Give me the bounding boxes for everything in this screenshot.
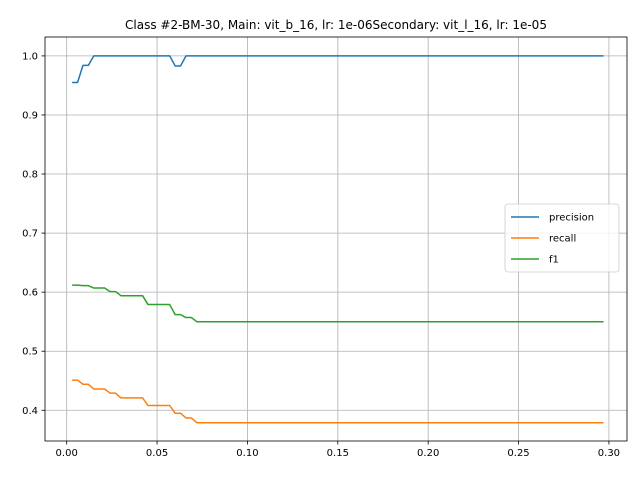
axis-ticks: 0.00 0.05 0.10 0.15 0.20 0.25 0.30 0.4 0.5 0.6 0.7… xyxy=(22,51,620,459)
x-tick-label: 0.10 xyxy=(236,448,258,459)
chart-title: Class #2-BM-30, Main: vit_b_16, lr: 1e-0… xyxy=(125,18,547,32)
x-tick-label: 0.20 xyxy=(417,448,439,459)
y-tick-label: 0.8 xyxy=(22,170,38,181)
x-tick-label: 0.05 xyxy=(146,448,168,459)
legend-box xyxy=(504,203,620,273)
legend-label-recall: recall xyxy=(549,234,576,245)
legend-label-f1: f1 xyxy=(549,255,559,266)
legend: precision recall f1 xyxy=(504,203,620,273)
series-line-f1 xyxy=(72,284,604,323)
y-tick-label: 0.4 xyxy=(22,406,38,417)
series-lines xyxy=(72,55,604,424)
x-tick-label: 0.15 xyxy=(327,448,349,459)
x-tick-label: 0.30 xyxy=(598,448,620,459)
plot-frame xyxy=(44,36,628,442)
series-line-recall xyxy=(72,379,604,424)
y-tick-label: 0.7 xyxy=(22,229,38,240)
y-tick-label: 0.5 xyxy=(22,347,38,358)
series-line-precision xyxy=(72,55,604,84)
y-tick-label: 1.0 xyxy=(22,51,38,62)
y-tick-label: 0.9 xyxy=(22,110,38,121)
y-tick-label: 0.6 xyxy=(22,288,38,299)
x-tick-label: 0.00 xyxy=(56,448,78,459)
legend-label-precision: precision xyxy=(549,213,594,224)
x-tick-label: 0.25 xyxy=(507,448,529,459)
